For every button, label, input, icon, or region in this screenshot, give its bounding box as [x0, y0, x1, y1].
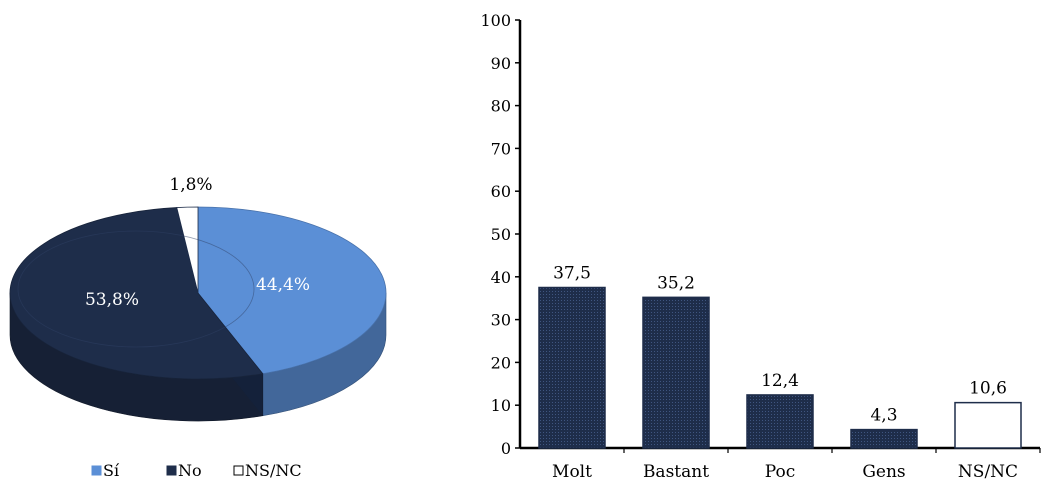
legend-swatch	[91, 465, 102, 476]
y-tick-label: 60	[491, 182, 511, 201]
pie-slice-s	[197, 206, 387, 375]
y-tick-label: 20	[491, 353, 511, 372]
y-tick-label: 0	[501, 439, 511, 458]
pie-highlight	[17, 230, 255, 348]
pie-label-no: 53,8%	[85, 290, 139, 310]
bar-value-label: 37,5	[553, 264, 591, 284]
legend-label: Sí	[103, 461, 120, 480]
bar-bastant	[642, 296, 710, 449]
bars: 37,5 35,2 12,4 4,3 10,6	[538, 264, 1022, 449]
bar-poc	[746, 394, 814, 449]
pie-slice-no	[9, 207, 264, 380]
bar-value-label: 10,6	[969, 379, 1007, 399]
y-tick-label: 70	[491, 139, 511, 158]
y-tick-label: 50	[491, 225, 511, 244]
legend-label: NS/NC	[245, 461, 302, 480]
y-tick-label: 40	[491, 268, 511, 287]
pie-label-s: 44,4%	[256, 275, 310, 295]
pie-chart: 44,4% 53,8% 1,8% Sí No NS/NC	[9, 175, 387, 480]
y-tick-label: 90	[491, 54, 511, 73]
x-tick-label: Gens	[862, 462, 905, 482]
y-tick-label: 30	[491, 311, 511, 330]
legend-label: No	[178, 461, 202, 480]
bar-value-label: 4,3	[870, 406, 897, 426]
legend-swatch	[233, 465, 244, 476]
y-tick-label: 80	[491, 97, 511, 116]
bar-axes: 0 10 20 30 40 50 60 70 80 90 100 Molt Bastant Poc Gens…	[480, 11, 1041, 482]
legend-item-s: Sí	[91, 461, 120, 480]
legend-item-no: No	[166, 461, 202, 480]
x-tick-label: Bastant	[643, 462, 709, 482]
bar-gens	[850, 428, 918, 449]
x-tick-label: NS/NC	[958, 462, 1018, 482]
x-tick-label: Poc	[765, 462, 796, 482]
bar-value-label: 12,4	[761, 371, 799, 391]
legend-item-nsnc: NS/NC	[233, 461, 302, 480]
pie-top	[9, 206, 387, 380]
bar-nsnc	[954, 401, 1022, 449]
legend-swatch	[166, 465, 177, 476]
y-tick-label: 100	[480, 11, 511, 30]
pie-slice-nsnc	[176, 206, 199, 294]
pie-legend: Sí No NS/NC	[91, 461, 302, 480]
pie-label-nsnc: 1,8%	[169, 175, 212, 195]
y-tick-label: 10	[491, 396, 511, 415]
bar-molt	[538, 286, 606, 449]
bar-value-label: 35,2	[657, 273, 695, 293]
x-tick-label: Molt	[552, 462, 592, 482]
